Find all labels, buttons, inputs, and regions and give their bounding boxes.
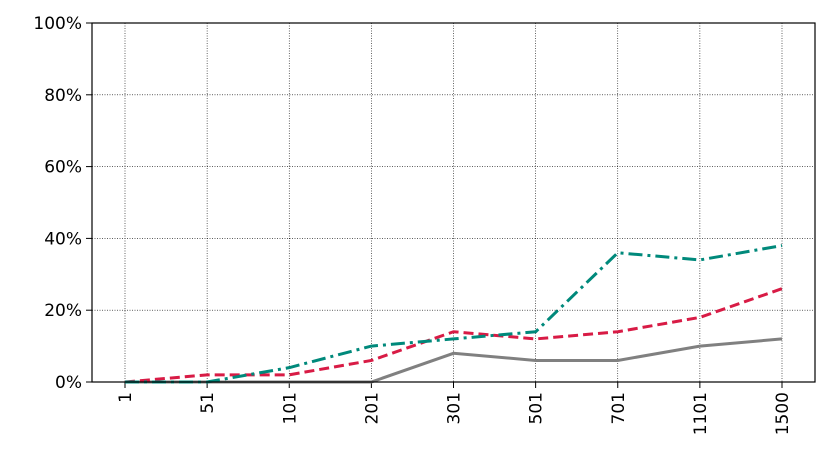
- y-tick-label: 40%: [44, 229, 82, 249]
- y-tick-label: 0%: [55, 373, 82, 393]
- plot-frame: [91, 22, 816, 383]
- y-tick-label: 20%: [44, 301, 82, 321]
- x-tick-label: 1101: [691, 392, 711, 435]
- series-line: [124, 287, 783, 384]
- x-tick-label: 101: [280, 392, 300, 424]
- x-tick-label: 1500: [773, 392, 793, 435]
- x-tick-label: 201: [362, 392, 382, 424]
- x-tick-label: 701: [609, 392, 629, 424]
- y-tick-label: 60%: [44, 158, 82, 178]
- x-tick-label: 301: [445, 392, 465, 424]
- x-tick-label: 501: [527, 392, 547, 424]
- x-tick-label: 1: [116, 392, 136, 403]
- y-tick-label: 80%: [44, 86, 82, 106]
- series-line: [125, 244, 783, 384]
- x-tick-label: 51: [198, 392, 218, 414]
- y-tick-label: 100%: [33, 14, 82, 34]
